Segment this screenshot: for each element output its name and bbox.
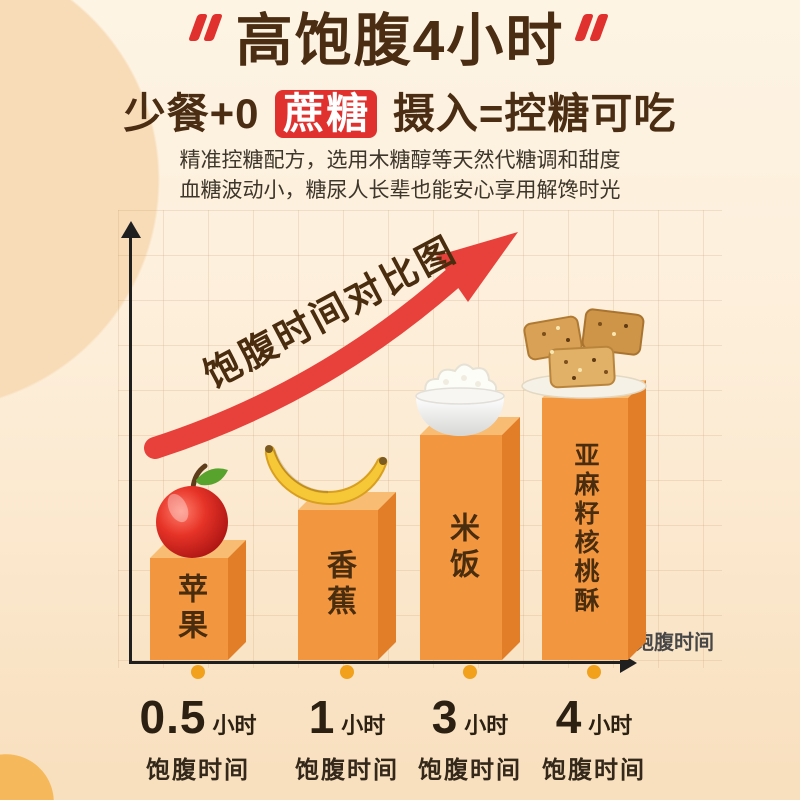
value-caption: 饱腹时间	[146, 757, 250, 784]
apple-icon	[144, 460, 240, 565]
bar-apple: 苹果	[150, 540, 246, 660]
axis-dot	[463, 665, 477, 679]
quote-mark-left-icon	[187, 14, 224, 44]
bar-walnut-crisp-shape	[542, 380, 646, 660]
bar-apple-shape	[150, 540, 246, 660]
value-unit: 小时	[588, 713, 633, 738]
value-number: 3	[431, 691, 459, 743]
x-axis	[129, 661, 621, 664]
value-number: 1	[308, 691, 336, 743]
value-caption: 饱腹时间	[542, 757, 646, 784]
bar-label-apple: 苹果	[173, 573, 206, 645]
y-axis-arrow-icon	[121, 221, 141, 238]
description-line-1: 精准控糖配方，选用木糖醇等天然代糖调和甜度	[179, 149, 621, 172]
bar-label-banana: 香蕉	[322, 549, 355, 621]
value-column-walnut-crisp: 4 小时 饱腹时间	[506, 690, 682, 785]
walnut-crisp-icon	[516, 294, 652, 405]
y-axis	[129, 236, 132, 664]
value-column-banana: 1 小时 饱腹时间	[259, 690, 435, 785]
subtitle: 少餐+0 蔗糖 摄入=控糖可吃	[0, 80, 800, 141]
value-unit: 小时	[464, 713, 509, 738]
value-column-rice: 3 小时 饱腹时间	[382, 690, 558, 785]
banana-icon	[260, 436, 392, 521]
value-number: 4	[555, 691, 583, 743]
axis-dot	[340, 665, 354, 679]
subtitle-post: 摄入=控糖可吃	[392, 90, 677, 137]
value-number: 0.5	[139, 691, 207, 743]
axis-dot	[587, 665, 601, 679]
description-line-2: 血糖波动小，糖尿人长辈也能安心享用解馋时光	[179, 179, 621, 202]
value-unit: 小时	[212, 713, 257, 738]
axis-dot	[191, 665, 205, 679]
value-caption: 饱腹时间	[295, 757, 399, 784]
value-column-apple: 0.5 小时 饱腹时间	[110, 690, 286, 785]
bar-label-rice: 米饭	[445, 511, 478, 584]
bar-label-walnut-crisp: 亚麻籽核桃酥	[571, 442, 599, 616]
bar-rice-shape	[420, 417, 520, 660]
subtitle-highlight-badge: 蔗糖	[275, 90, 378, 139]
value-caption: 饱腹时间	[418, 757, 522, 784]
rice-bowl-icon	[404, 352, 516, 449]
subtitle-pre: 少餐+0	[123, 90, 260, 137]
value-unit: 小时	[341, 713, 386, 738]
trend-arrow-icon	[144, 232, 518, 459]
bar-walnut-crisp: 亚麻籽核桃酥	[542, 380, 646, 660]
x-axis-label: 饱腹时间	[634, 632, 714, 654]
bar-rice: 米饭	[420, 417, 520, 660]
page-title: 高饱腹4小时	[235, 9, 565, 73]
quote-mark-right-icon	[574, 14, 610, 44]
title-row: 高饱腹4小时	[0, 10, 800, 72]
